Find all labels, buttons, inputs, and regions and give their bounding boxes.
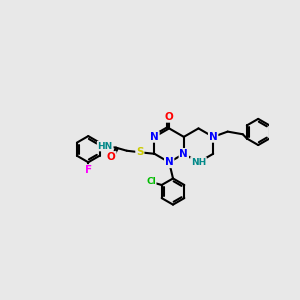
- Text: O: O: [165, 112, 173, 122]
- Text: N: N: [209, 132, 218, 142]
- Text: N: N: [179, 149, 188, 159]
- Text: N: N: [150, 132, 159, 142]
- Text: S: S: [136, 147, 144, 157]
- Text: Cl: Cl: [146, 177, 156, 186]
- Text: HN: HN: [98, 142, 113, 151]
- Text: O: O: [107, 152, 116, 162]
- Text: F: F: [85, 165, 92, 175]
- Text: NH: NH: [191, 158, 206, 167]
- Text: N: N: [165, 157, 173, 167]
